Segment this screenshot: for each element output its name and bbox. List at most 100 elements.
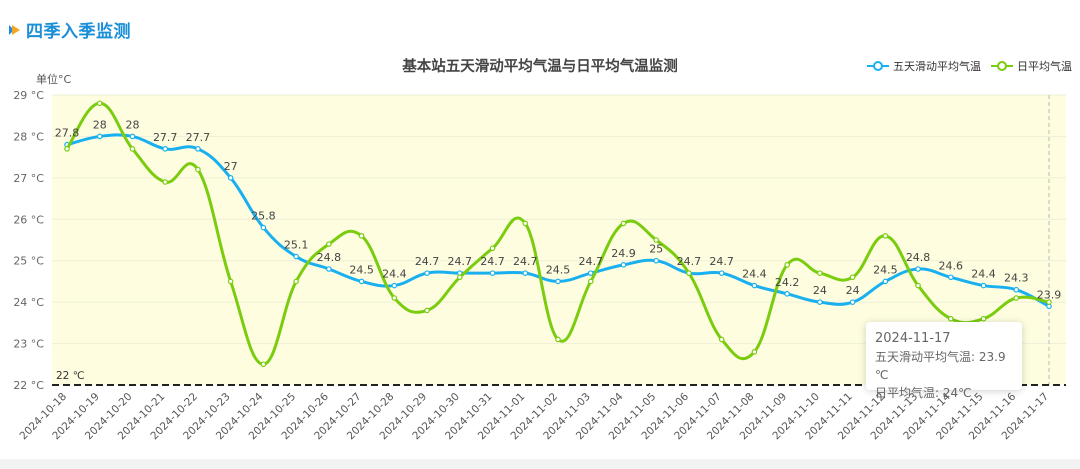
- data-point[interactable]: [424, 270, 430, 276]
- data-label: 28: [93, 118, 107, 131]
- data-point[interactable]: [751, 282, 758, 289]
- data-label: 24.8: [906, 251, 931, 264]
- data-label: 24.2: [775, 276, 800, 289]
- data-point[interactable]: [162, 146, 169, 152]
- data-point[interactable]: [784, 262, 790, 268]
- data-point[interactable]: [129, 133, 136, 140]
- data-point[interactable]: [817, 299, 823, 305]
- data-point[interactable]: [947, 274, 954, 281]
- chart-title: 基本站五天滑动平均气温与日平均气温监测: [402, 59, 678, 75]
- data-point[interactable]: [195, 166, 201, 173]
- data-label: 24.7: [448, 255, 473, 268]
- data-point[interactable]: [653, 257, 660, 264]
- data-point[interactable]: [96, 100, 103, 107]
- data-point[interactable]: [587, 270, 594, 276]
- data-point[interactable]: [587, 278, 594, 285]
- data-point[interactable]: [358, 233, 365, 239]
- data-point[interactable]: [96, 133, 103, 140]
- data-label: 24.7: [677, 255, 702, 268]
- data-point[interactable]: [1046, 299, 1052, 305]
- data-point[interactable]: [915, 266, 921, 272]
- data-label: 27: [224, 160, 238, 173]
- data-label: 24.3: [1004, 272, 1029, 285]
- data-point[interactable]: [260, 224, 267, 231]
- data-label: 24.9: [611, 247, 636, 260]
- data-label: 27.7: [153, 131, 178, 144]
- section-header: 四季入季监测: [8, 17, 131, 42]
- data-point[interactable]: [293, 253, 299, 260]
- data-point[interactable]: [784, 291, 790, 297]
- data-point[interactable]: [456, 274, 463, 281]
- data-point[interactable]: [227, 175, 234, 181]
- data-point[interactable]: [326, 241, 332, 247]
- data-point[interactable]: [849, 274, 856, 281]
- data-point[interactable]: [391, 282, 398, 289]
- data-point[interactable]: [915, 282, 921, 289]
- data-point[interactable]: [947, 315, 954, 322]
- legend-label: 日平均气温: [1017, 60, 1072, 73]
- data-label: 25.1: [284, 239, 309, 252]
- data-point[interactable]: [817, 270, 823, 276]
- data-label: 24.5: [349, 263, 374, 276]
- data-point[interactable]: [849, 299, 856, 305]
- data-point[interactable]: [489, 270, 496, 276]
- data-point[interactable]: [1013, 286, 1020, 293]
- tooltip-daily-average: 日平均气温: 24℃: [875, 386, 972, 400]
- data-label: 24.4: [971, 268, 996, 281]
- data-point[interactable]: [391, 295, 398, 301]
- data-label: 24.5: [546, 263, 571, 276]
- data-label: 24.7: [709, 255, 734, 268]
- chart-tooltip: 2024-11-17 五天滑动平均气温: 23.9 ℃ 日平均气温: 24℃: [866, 322, 1022, 400]
- data-label: 24.7: [415, 255, 440, 268]
- data-point[interactable]: [195, 146, 201, 152]
- data-point[interactable]: [882, 278, 889, 285]
- data-point[interactable]: [326, 266, 332, 272]
- legend-label: 五天滑动平均气温: [893, 60, 981, 73]
- data-point[interactable]: [1013, 295, 1020, 301]
- data-point[interactable]: [718, 336, 725, 343]
- data-point[interactable]: [751, 349, 758, 355]
- data-point[interactable]: [882, 233, 889, 239]
- data-label: 24: [846, 284, 860, 297]
- play-triangle-icon: [9, 24, 20, 35]
- legend-item-moving-average[interactable]: 五天滑动平均气温: [867, 58, 981, 74]
- legend-line-circle-icon: [991, 61, 1013, 71]
- data-point[interactable]: [64, 146, 70, 152]
- y-tick-label: 24 °C: [13, 296, 44, 309]
- data-point[interactable]: [129, 146, 136, 152]
- data-label: 24.4: [742, 268, 767, 281]
- data-label: 28: [125, 118, 139, 131]
- data-point[interactable]: [653, 237, 660, 243]
- y-tick-label: 26 °C: [13, 213, 44, 226]
- data-label: 24.8: [317, 251, 342, 264]
- y-tick-label: 29 °C: [13, 89, 44, 102]
- data-point[interactable]: [620, 262, 627, 268]
- data-point[interactable]: [620, 220, 627, 227]
- y-axis-unit-label: 单位°C: [36, 73, 72, 86]
- data-point[interactable]: [522, 270, 529, 276]
- data-label: 24.4: [382, 268, 407, 281]
- data-label: 24.7: [578, 255, 603, 268]
- y-tick-label: 25 °C: [13, 255, 44, 268]
- y-tick-label: 28 °C: [13, 130, 44, 143]
- data-point[interactable]: [718, 270, 725, 276]
- data-point[interactable]: [522, 220, 529, 227]
- data-point[interactable]: [227, 278, 234, 285]
- data-point[interactable]: [162, 179, 169, 185]
- data-point[interactable]: [424, 307, 430, 314]
- data-label: 24.7: [480, 255, 505, 268]
- legend-item-daily-average[interactable]: 日平均气温: [991, 58, 1072, 74]
- section-title: 四季入季监测: [26, 22, 131, 42]
- data-point[interactable]: [293, 278, 299, 285]
- data-point[interactable]: [980, 315, 987, 322]
- data-point[interactable]: [358, 278, 365, 285]
- data-point[interactable]: [260, 361, 267, 368]
- data-point[interactable]: [555, 278, 561, 285]
- data-point[interactable]: [686, 270, 692, 276]
- data-point[interactable]: [980, 282, 987, 289]
- legend-line-circle-icon: [867, 61, 889, 71]
- data-label: 24.5: [873, 263, 898, 276]
- data-point[interactable]: [555, 336, 561, 343]
- data-point[interactable]: [489, 245, 496, 252]
- data-label: 25.8: [251, 210, 276, 223]
